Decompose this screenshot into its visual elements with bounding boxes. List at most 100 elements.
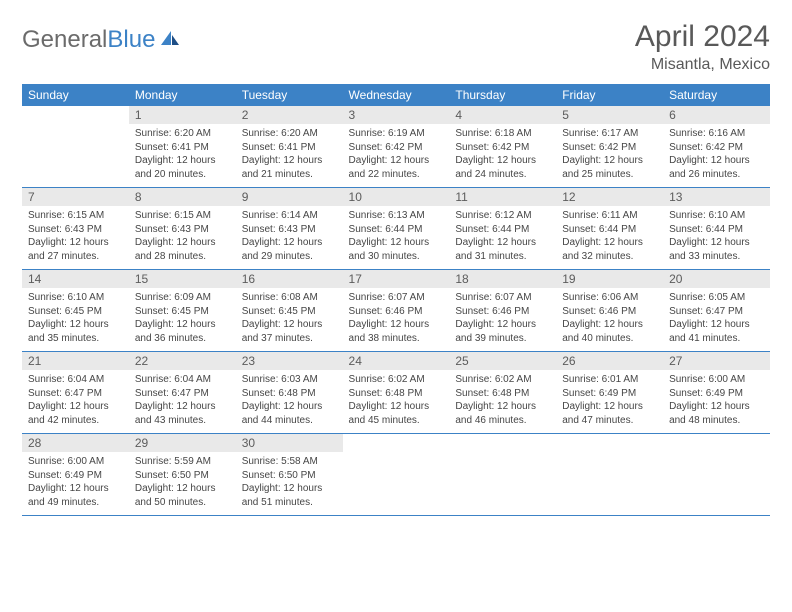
sunset-line: Sunset: 6:47 PM	[669, 305, 764, 319]
weekday-header-row: Sunday Monday Tuesday Wednesday Thursday…	[22, 84, 770, 106]
day-number-empty	[556, 434, 663, 452]
calendar-cell: 16Sunrise: 6:08 AMSunset: 6:45 PMDayligh…	[236, 270, 343, 352]
daylight-line: Daylight: 12 hours and 51 minutes.	[242, 482, 337, 509]
day-body: Sunrise: 6:02 AMSunset: 6:48 PMDaylight:…	[449, 370, 556, 433]
daylight-line: Daylight: 12 hours and 42 minutes.	[28, 400, 123, 427]
daylight-line: Daylight: 12 hours and 41 minutes.	[669, 318, 764, 345]
calendar-cell: 12Sunrise: 6:11 AMSunset: 6:44 PMDayligh…	[556, 188, 663, 270]
sunset-line: Sunset: 6:49 PM	[28, 469, 123, 483]
calendar-cell: 24Sunrise: 6:02 AMSunset: 6:48 PMDayligh…	[343, 352, 450, 434]
day-number: 12	[556, 188, 663, 206]
daylight-line: Daylight: 12 hours and 50 minutes.	[135, 482, 230, 509]
calendar-cell: 18Sunrise: 6:07 AMSunset: 6:46 PMDayligh…	[449, 270, 556, 352]
sunset-line: Sunset: 6:41 PM	[242, 141, 337, 155]
day-body: Sunrise: 6:13 AMSunset: 6:44 PMDaylight:…	[343, 206, 450, 269]
calendar-cell: 10Sunrise: 6:13 AMSunset: 6:44 PMDayligh…	[343, 188, 450, 270]
weekday-fri: Friday	[556, 84, 663, 106]
sunrise-line: Sunrise: 6:10 AM	[669, 209, 764, 223]
daylight-line: Daylight: 12 hours and 45 minutes.	[349, 400, 444, 427]
daylight-line: Daylight: 12 hours and 47 minutes.	[562, 400, 657, 427]
calendar-cell	[22, 106, 129, 188]
sunset-line: Sunset: 6:46 PM	[562, 305, 657, 319]
day-body: Sunrise: 6:04 AMSunset: 6:47 PMDaylight:…	[22, 370, 129, 433]
day-body: Sunrise: 5:58 AMSunset: 6:50 PMDaylight:…	[236, 452, 343, 515]
daylight-line: Daylight: 12 hours and 40 minutes.	[562, 318, 657, 345]
location: Misantla, Mexico	[635, 56, 770, 74]
sunset-line: Sunset: 6:45 PM	[242, 305, 337, 319]
day-body: Sunrise: 6:05 AMSunset: 6:47 PMDaylight:…	[663, 288, 770, 351]
sunset-line: Sunset: 6:43 PM	[242, 223, 337, 237]
calendar-cell: 1Sunrise: 6:20 AMSunset: 6:41 PMDaylight…	[129, 106, 236, 188]
sunset-line: Sunset: 6:48 PM	[349, 387, 444, 401]
sunset-line: Sunset: 6:45 PM	[28, 305, 123, 319]
day-number: 16	[236, 270, 343, 288]
sunrise-line: Sunrise: 5:59 AM	[135, 455, 230, 469]
calendar-cell: 4Sunrise: 6:18 AMSunset: 6:42 PMDaylight…	[449, 106, 556, 188]
day-body: Sunrise: 6:10 AMSunset: 6:44 PMDaylight:…	[663, 206, 770, 269]
day-number: 11	[449, 188, 556, 206]
day-number: 30	[236, 434, 343, 452]
day-body: Sunrise: 6:03 AMSunset: 6:48 PMDaylight:…	[236, 370, 343, 433]
daylight-line: Daylight: 12 hours and 26 minutes.	[669, 154, 764, 181]
sunset-line: Sunset: 6:48 PM	[455, 387, 550, 401]
day-number: 15	[129, 270, 236, 288]
calendar-body: 1Sunrise: 6:20 AMSunset: 6:41 PMDaylight…	[22, 106, 770, 516]
day-number: 5	[556, 106, 663, 124]
sunrise-line: Sunrise: 6:06 AM	[562, 291, 657, 305]
calendar: Sunday Monday Tuesday Wednesday Thursday…	[22, 84, 770, 516]
day-number: 22	[129, 352, 236, 370]
sunset-line: Sunset: 6:42 PM	[349, 141, 444, 155]
sunrise-line: Sunrise: 6:00 AM	[28, 455, 123, 469]
day-body: Sunrise: 6:08 AMSunset: 6:45 PMDaylight:…	[236, 288, 343, 351]
sunrise-line: Sunrise: 6:01 AM	[562, 373, 657, 387]
daylight-line: Daylight: 12 hours and 29 minutes.	[242, 236, 337, 263]
daylight-line: Daylight: 12 hours and 35 minutes.	[28, 318, 123, 345]
sunrise-line: Sunrise: 6:05 AM	[669, 291, 764, 305]
day-number: 23	[236, 352, 343, 370]
sunset-line: Sunset: 6:49 PM	[669, 387, 764, 401]
day-number: 6	[663, 106, 770, 124]
daylight-line: Daylight: 12 hours and 30 minutes.	[349, 236, 444, 263]
day-number: 21	[22, 352, 129, 370]
calendar-cell: 27Sunrise: 6:00 AMSunset: 6:49 PMDayligh…	[663, 352, 770, 434]
title-block: April 2024 Misantla, Mexico	[635, 20, 770, 74]
day-number: 17	[343, 270, 450, 288]
day-number: 10	[343, 188, 450, 206]
sunrise-line: Sunrise: 6:09 AM	[135, 291, 230, 305]
sunrise-line: Sunrise: 6:20 AM	[135, 127, 230, 141]
weekday-sun: Sunday	[22, 84, 129, 106]
daylight-line: Daylight: 12 hours and 37 minutes.	[242, 318, 337, 345]
sunrise-line: Sunrise: 6:04 AM	[28, 373, 123, 387]
calendar-cell: 22Sunrise: 6:04 AMSunset: 6:47 PMDayligh…	[129, 352, 236, 434]
sunrise-line: Sunrise: 6:10 AM	[28, 291, 123, 305]
day-number: 9	[236, 188, 343, 206]
day-body-empty	[663, 452, 770, 510]
calendar-cell: 26Sunrise: 6:01 AMSunset: 6:49 PMDayligh…	[556, 352, 663, 434]
calendar-row: 14Sunrise: 6:10 AMSunset: 6:45 PMDayligh…	[22, 270, 770, 352]
day-body: Sunrise: 6:17 AMSunset: 6:42 PMDaylight:…	[556, 124, 663, 187]
day-body-empty	[343, 452, 450, 510]
sunrise-line: Sunrise: 6:04 AM	[135, 373, 230, 387]
logo-sail-icon	[159, 26, 181, 54]
day-body-empty	[22, 124, 129, 182]
daylight-line: Daylight: 12 hours and 27 minutes.	[28, 236, 123, 263]
calendar-cell: 8Sunrise: 6:15 AMSunset: 6:43 PMDaylight…	[129, 188, 236, 270]
sunrise-line: Sunrise: 6:07 AM	[455, 291, 550, 305]
day-number-empty	[449, 434, 556, 452]
calendar-cell	[449, 434, 556, 516]
day-number: 18	[449, 270, 556, 288]
sunrise-line: Sunrise: 6:19 AM	[349, 127, 444, 141]
daylight-line: Daylight: 12 hours and 32 minutes.	[562, 236, 657, 263]
sunrise-line: Sunrise: 6:07 AM	[349, 291, 444, 305]
sunset-line: Sunset: 6:42 PM	[669, 141, 764, 155]
calendar-cell	[556, 434, 663, 516]
sunset-line: Sunset: 6:44 PM	[349, 223, 444, 237]
calendar-cell: 2Sunrise: 6:20 AMSunset: 6:41 PMDaylight…	[236, 106, 343, 188]
sunrise-line: Sunrise: 6:20 AM	[242, 127, 337, 141]
day-body: Sunrise: 5:59 AMSunset: 6:50 PMDaylight:…	[129, 452, 236, 515]
sunrise-line: Sunrise: 6:02 AM	[349, 373, 444, 387]
calendar-cell: 15Sunrise: 6:09 AMSunset: 6:45 PMDayligh…	[129, 270, 236, 352]
calendar-cell: 30Sunrise: 5:58 AMSunset: 6:50 PMDayligh…	[236, 434, 343, 516]
sunset-line: Sunset: 6:44 PM	[455, 223, 550, 237]
day-body: Sunrise: 6:06 AMSunset: 6:46 PMDaylight:…	[556, 288, 663, 351]
